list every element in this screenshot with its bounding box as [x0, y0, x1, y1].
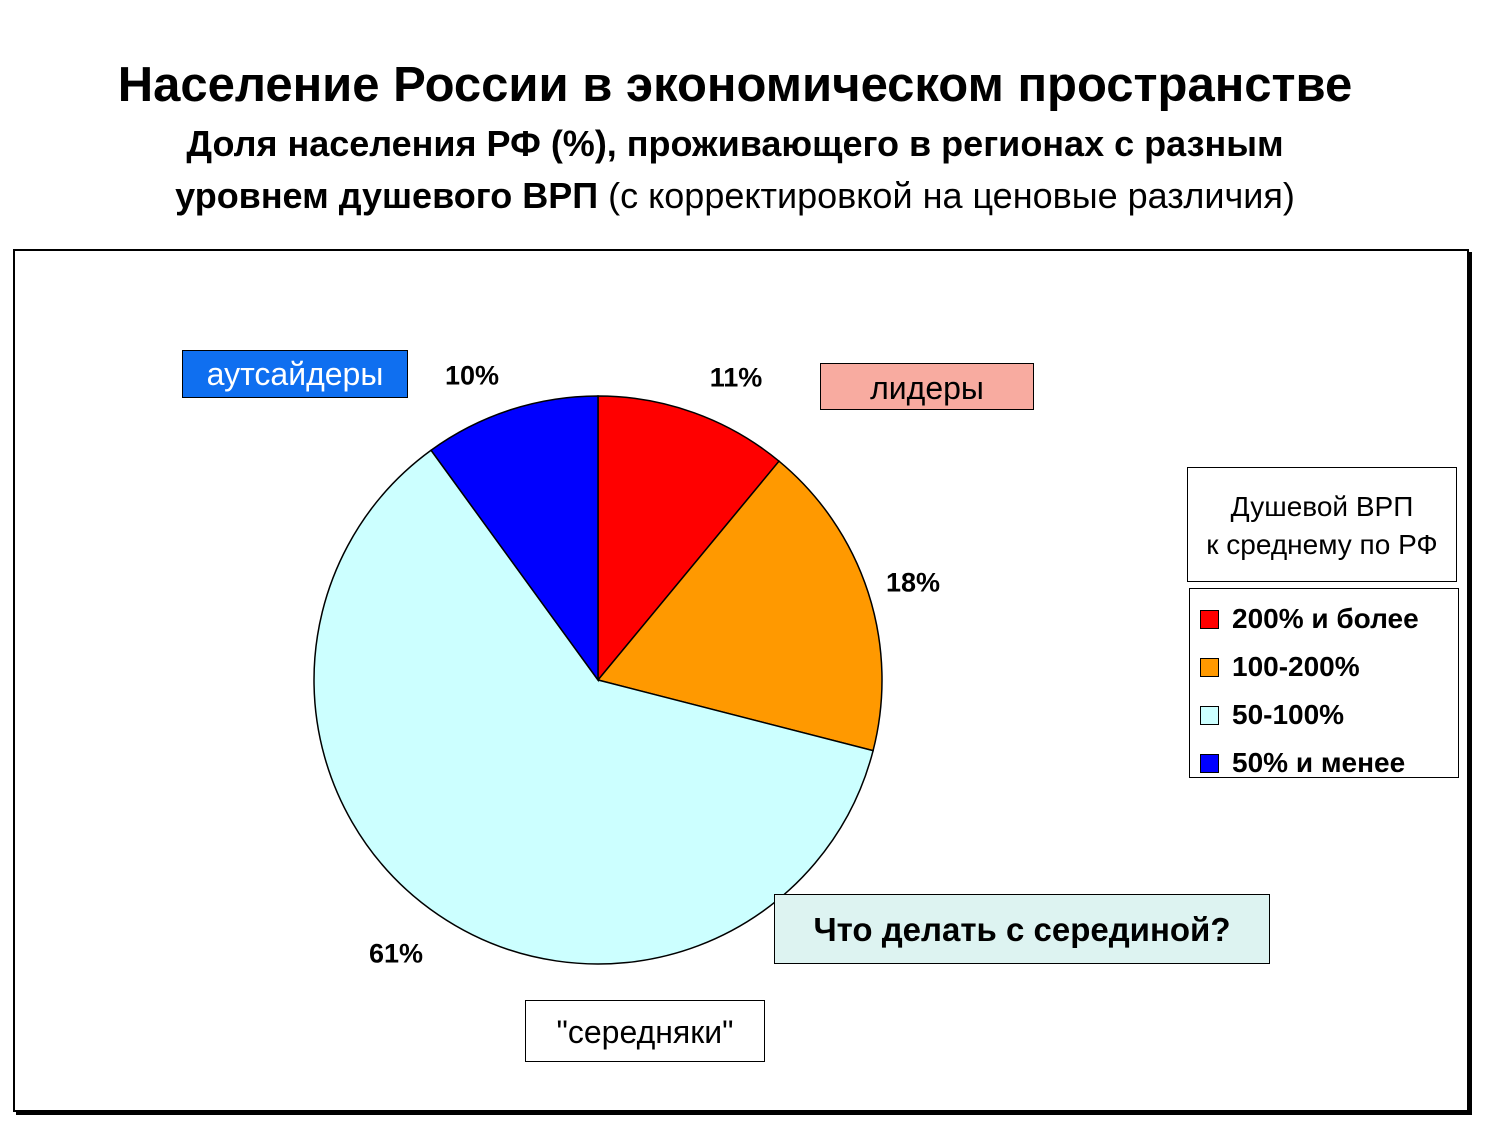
- subtitle-bold-1: Доля населения РФ (%), проживающего в ре…: [186, 123, 1284, 164]
- data-label-50-100: 61%: [368, 938, 424, 969]
- outsiders-callout: аутсайдеры: [182, 350, 408, 398]
- legend-swatch-red: [1200, 609, 1219, 629]
- legend-label: 200% и более: [1232, 603, 1419, 634]
- page-title: Население России в экономическом простра…: [117, 58, 1353, 112]
- legend-label: 100-200%: [1232, 651, 1360, 682]
- legend-title-line-1: Душевой ВРП: [1230, 491, 1414, 522]
- leaders-callout: лидеры: [820, 363, 1034, 410]
- slice-50-100: [313, 449, 874, 965]
- subtitle-normal: (с корректировкой на ценовые различия): [598, 175, 1295, 216]
- data-label-100-200: 18%: [885, 567, 941, 598]
- legend-swatch-light-cyan: [1200, 705, 1219, 725]
- legend-swatch-blue: [1200, 753, 1219, 773]
- legend-item-200-plus: 200% и более: [1200, 595, 1458, 643]
- slice-200-plus: [597, 395, 781, 683]
- legend-item-100-200: 100-200%: [1200, 643, 1458, 691]
- legend-label: 50% и менее: [1232, 747, 1406, 778]
- slice-100-200: [596, 460, 883, 752]
- legend-title-line-2: к среднему по РФ: [1206, 529, 1438, 560]
- legend-item-50-100: 50-100%: [1200, 691, 1458, 739]
- middle-callout: "середняки": [525, 1000, 765, 1062]
- question-callout: Что делать с серединой?: [774, 894, 1270, 964]
- legend-label: 50-100%: [1232, 699, 1345, 730]
- subtitle-bold-2: уровнем душевого ВРП: [175, 175, 599, 216]
- page-subtitle: Доля населения РФ (%), проживающего в ре…: [0, 118, 1470, 222]
- data-label-200-plus: 11%: [709, 362, 763, 393]
- legend-item-50-less: 50% и менее: [1200, 739, 1458, 787]
- subtitle-line-1: Доля населения РФ (%), проживающего в ре…: [0, 118, 1470, 170]
- legend: 200% и более 100-200% 50-100% 50% и мене…: [1189, 588, 1459, 778]
- legend-title: Душевой ВРП к среднему по РФ: [1187, 467, 1457, 582]
- subtitle-line-2: уровнем душевого ВРП (с корректировкой н…: [0, 170, 1470, 222]
- slice-50-less: [430, 395, 599, 683]
- data-label-50-less: 10%: [444, 360, 500, 391]
- legend-swatch-orange: [1200, 657, 1219, 677]
